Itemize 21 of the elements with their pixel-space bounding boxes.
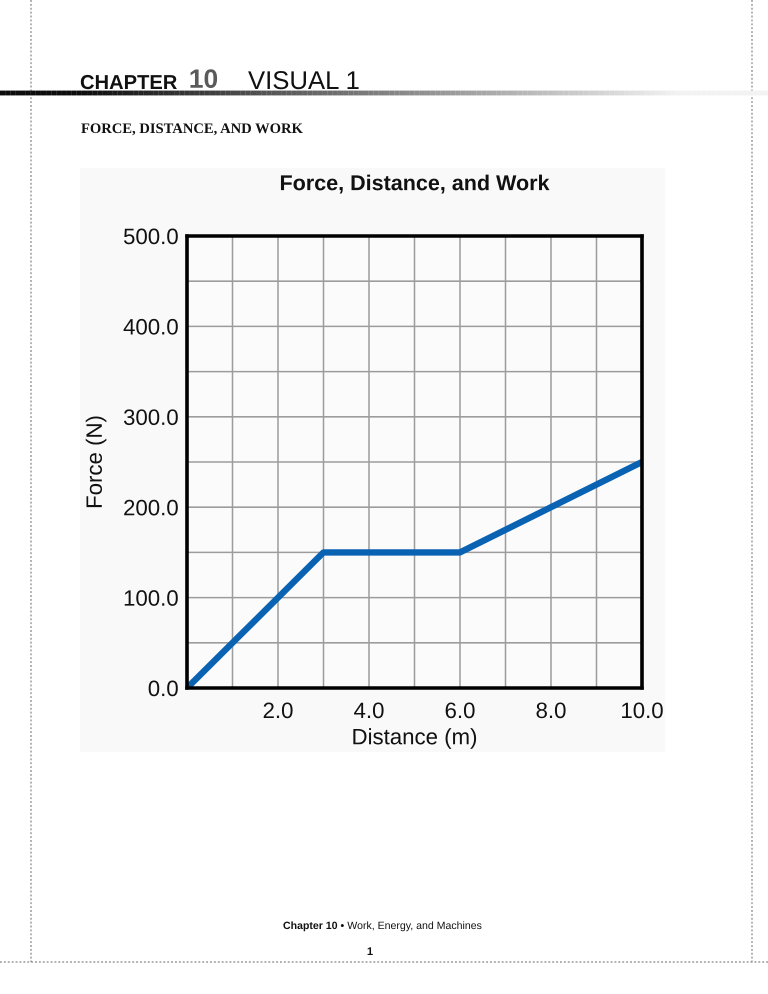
x-tick-label: 2.0: [264, 702, 293, 718]
text: 10: [190, 69, 218, 88]
text: VISUAL 1: [248, 71, 359, 90]
text: Work, Energy, and Machines: [347, 921, 482, 932]
y-axis-title: Force (N): [86, 416, 106, 508]
y-tick-label: 0.0: [148, 680, 178, 696]
y-tick-label: 200.0: [124, 500, 178, 516]
text: FORCE, DISTANCE, AND WORK: [81, 123, 303, 136]
x-tick-label: 10.0: [622, 702, 663, 718]
y-tick-label: 300.0: [124, 409, 178, 426]
text: CHAPTER: [80, 74, 177, 90]
text: Chapter 10 •: [283, 921, 344, 932]
x-axis-title: Distance (m): [353, 728, 476, 749]
x-tick-label: 4.0: [354, 702, 384, 718]
x-tick-label: 8.0: [536, 702, 566, 718]
y-tick-label: 400.0: [124, 318, 178, 335]
y-tick-label: 500.0: [124, 228, 178, 244]
text: 1: [368, 947, 373, 955]
y-tick-label: 100.0: [124, 590, 178, 606]
chart-title: Force, Distance, and Work: [280, 174, 550, 194]
x-tick-label: 6.0: [446, 702, 475, 718]
